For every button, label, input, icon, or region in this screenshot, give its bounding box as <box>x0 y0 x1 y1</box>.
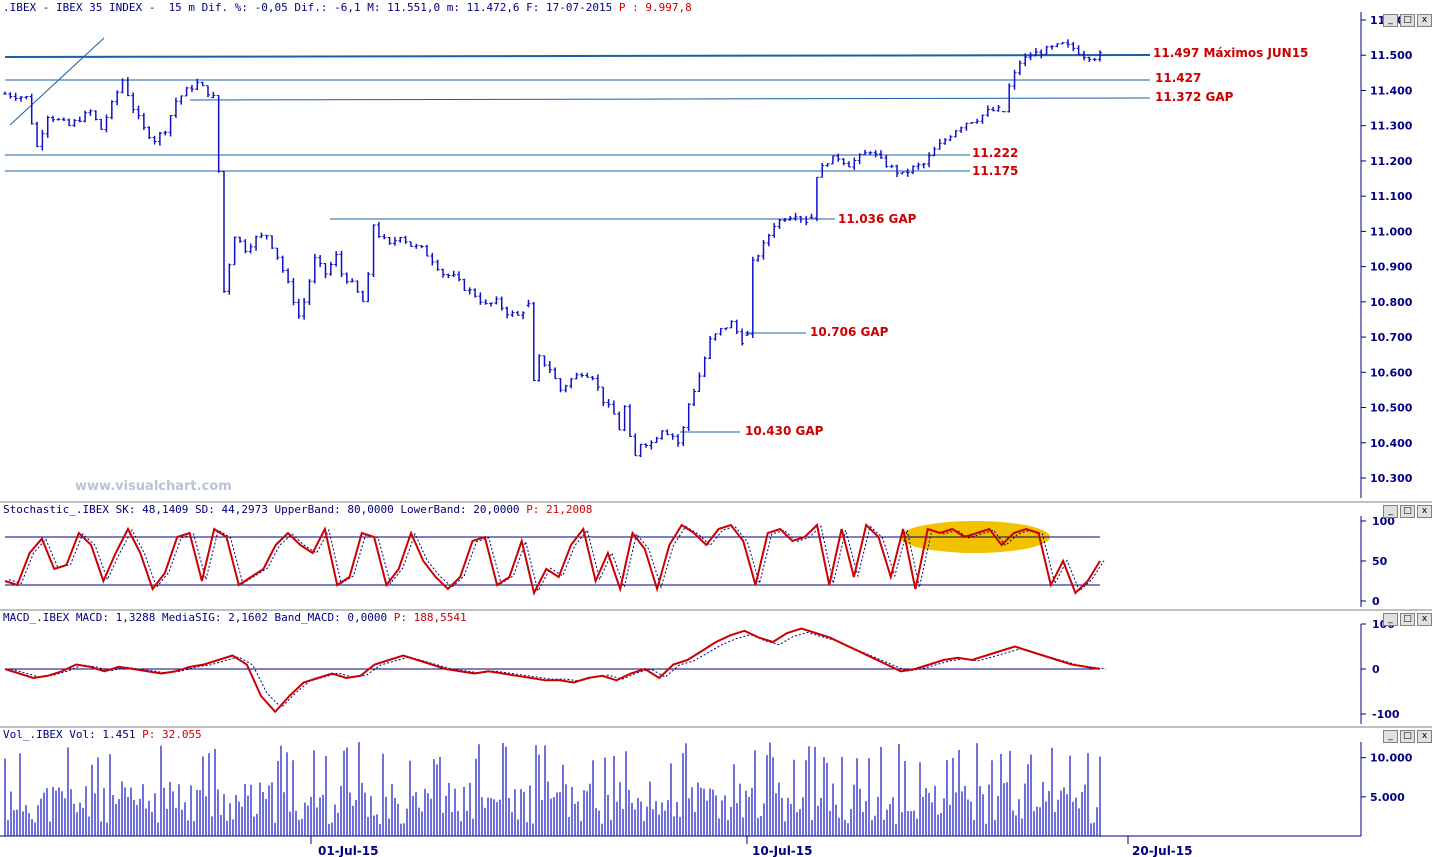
annotation-11222: 11.222 <box>972 146 1018 160</box>
stoch-header-p: P: 21,2008 <box>526 503 593 516</box>
close-button[interactable]: x <box>1417 505 1432 518</box>
macd-window-buttons: _ □ x <box>1383 613 1432 626</box>
vol-tick-labels: 10.000 5.000 <box>1361 752 1413 804</box>
vol-header-text: Vol_.IBEX Vol: 1.451 <box>3 728 143 741</box>
stoch-header-text: Stochastic_.IBEX SK: 48,1409 SD: 44,2973… <box>3 503 527 516</box>
level-line-11497 <box>4 54 1151 58</box>
price-y-tick-label: 10.600 <box>1370 366 1413 379</box>
price-y-tick-label: 11.100 <box>1370 190 1413 203</box>
level-line-11372 <box>189 97 1151 101</box>
vol-header-p: P: 32.055 <box>142 728 202 741</box>
trend-line <box>9 37 105 126</box>
stoch-y-tick-label: 50 <box>1372 555 1388 568</box>
minimize-button[interactable]: _ <box>1383 730 1398 743</box>
minimize-button[interactable]: _ <box>1383 14 1398 27</box>
stoch-series <box>4 523 1105 596</box>
maximize-button[interactable]: □ <box>1400 505 1415 518</box>
macd-header-text: MACD_.IBEX MACD: 1,3288 MediaSIG: 2,1602… <box>3 611 394 624</box>
price-y-tick-label: 10.300 <box>1370 472 1413 485</box>
watermark: www.visualchart.com <box>75 479 232 494</box>
price-y-tick-label: 11.300 <box>1370 120 1413 133</box>
price-y-tick-label: 11.200 <box>1370 155 1413 168</box>
annotation-10430: 10.430 GAP <box>745 424 824 438</box>
price-y-tick-label: 10.900 <box>1370 261 1413 274</box>
macd-signal-line <box>10 631 1107 709</box>
price-tick-labels: 11.60011.50011.40011.30011.20011.10011.0… <box>1361 14 1413 485</box>
stoch-tick-labels: 100 50 0 <box>1361 515 1395 608</box>
annotation-11036: 11.036 GAP <box>838 212 917 226</box>
price-header-text: .IBEX - IBEX 35 INDEX - 15 m Dif. %: -0,… <box>3 1 619 14</box>
price-y-tick-label: 10.500 <box>1370 402 1413 415</box>
price-y-tick-label: 10.800 <box>1370 296 1413 309</box>
annotation-11427: 11.427 <box>1155 71 1201 85</box>
stoch-y-tick-label: 0 <box>1372 595 1380 608</box>
annotation-11372: 11.372 GAP <box>1155 90 1234 104</box>
price-y-tick-label: 11.500 <box>1370 49 1413 62</box>
macd-y-tick-label: -100 <box>1372 708 1400 721</box>
annotation-11497: 11.497 Máximos JUN15 <box>1153 46 1308 60</box>
price-y-tick-label: 10.700 <box>1370 331 1413 344</box>
minimize-button[interactable]: _ <box>1383 613 1398 626</box>
price-y-tick-label: 10.400 <box>1370 437 1413 450</box>
macd-header-p: P: 188,5541 <box>393 611 467 624</box>
maximize-button[interactable]: □ <box>1400 730 1415 743</box>
minimize-button[interactable]: _ <box>1383 505 1398 518</box>
x-tick-label: 20-Jul-15 <box>1132 844 1192 857</box>
vol-window-buttons: _ □ x <box>1383 730 1432 743</box>
macd-y-tick-label: 0 <box>1372 663 1380 676</box>
x-tick-label: 10-Jul-15 <box>752 844 812 857</box>
stoch-sk-line <box>4 523 1101 596</box>
vol-y-tick-label: 5.000 <box>1370 791 1405 804</box>
price-header-p: P : 9.997,8 <box>618 1 692 14</box>
stoch-panel-header: Stochastic_.IBEX SK: 48,1409 SD: 44,2973… <box>3 503 592 516</box>
close-button[interactable]: x <box>1417 14 1432 27</box>
close-button[interactable]: x <box>1417 613 1432 626</box>
maximize-button[interactable]: □ <box>1400 613 1415 626</box>
price-panel-header: .IBEX - IBEX 35 INDEX - 15 m Dif. %: -0,… <box>3 1 692 14</box>
vol-panel-header: Vol_.IBEX Vol: 1.451 P: 32.055 <box>3 728 202 741</box>
close-button[interactable]: x <box>1417 730 1432 743</box>
volume-bars <box>4 742 1101 836</box>
stoch-sd-line <box>8 525 1105 593</box>
macd-line <box>4 627 1101 714</box>
x-tick-label: 01-Jul-15 <box>318 844 378 857</box>
price-window-buttons: _ □ x <box>1383 14 1432 27</box>
maximize-button[interactable]: □ <box>1400 14 1415 27</box>
vol-y-tick-label: 10.000 <box>1370 752 1413 765</box>
macd-panel-header: MACD_.IBEX MACD: 1,3288 MediaSIG: 2,1602… <box>3 611 467 624</box>
stoch-y-tick-label: 100 <box>1372 515 1395 528</box>
price-y-tick-label: 11.400 <box>1370 84 1413 97</box>
price-y-tick-label: 11.000 <box>1370 225 1413 238</box>
annotation-11175: 11.175 <box>972 164 1018 178</box>
price-series <box>3 39 1102 458</box>
macd-tick-labels: 1000-100 <box>1361 618 1400 721</box>
macd-series <box>4 627 1107 714</box>
stoch-window-buttons: _ □ x <box>1383 505 1432 518</box>
annotation-10706: 10.706 GAP <box>810 325 889 339</box>
